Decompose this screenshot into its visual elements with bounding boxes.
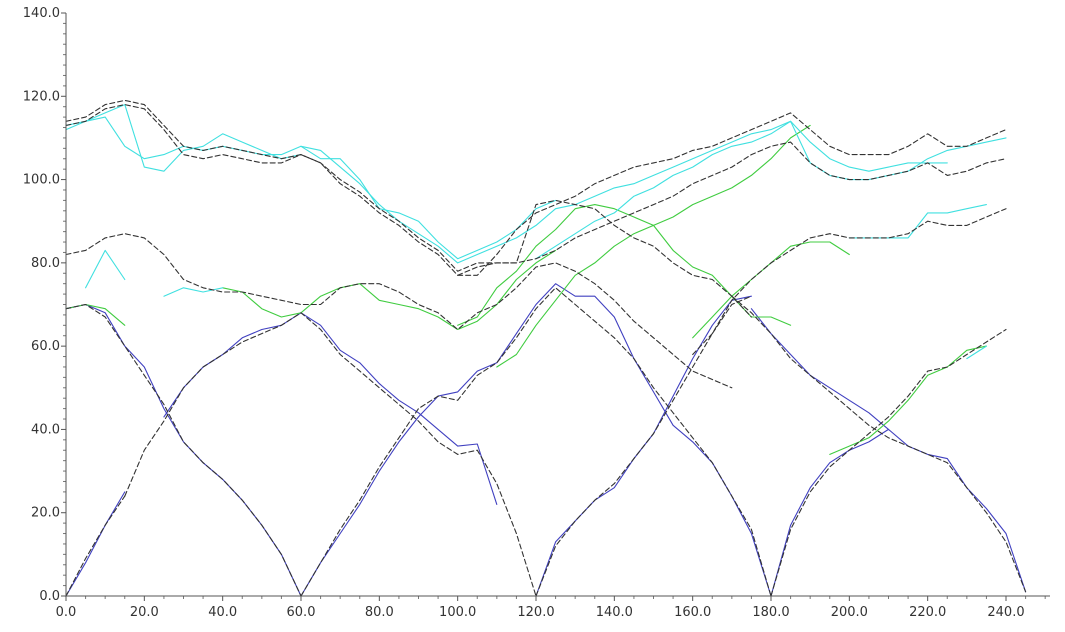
series-line-solid bbox=[65, 491, 126, 597]
series-group bbox=[65, 99, 1027, 597]
y-tick-label: 20.0 bbox=[31, 506, 60, 521]
series-line-dashed bbox=[535, 295, 752, 597]
x-tick-label: 200.0 bbox=[831, 605, 868, 620]
y-tick-label: 100.0 bbox=[23, 173, 60, 188]
series-line-solid bbox=[65, 303, 126, 326]
series-line-solid bbox=[65, 303, 302, 597]
series-line-dashed bbox=[457, 141, 1007, 276]
series-line-solid bbox=[770, 428, 890, 597]
y-tick-label: 80.0 bbox=[31, 256, 60, 271]
series-line-dashed bbox=[731, 295, 1027, 593]
x-tick-label: 60.0 bbox=[287, 605, 316, 620]
series-line-solid bbox=[692, 241, 850, 339]
series-line-dashed bbox=[692, 208, 1007, 356]
y-tick-label: 40.0 bbox=[31, 422, 60, 437]
x-tick-label: 180.0 bbox=[752, 605, 789, 620]
x-tick-label: 20.0 bbox=[130, 605, 159, 620]
series-line-solid bbox=[300, 120, 948, 264]
y-tick-label: 120.0 bbox=[23, 89, 60, 104]
series-line-solid bbox=[85, 249, 126, 289]
series-line-solid bbox=[457, 204, 792, 326]
series-line-dashed bbox=[65, 99, 752, 318]
series-line-solid bbox=[496, 124, 811, 368]
x-tick-label: 140.0 bbox=[596, 605, 633, 620]
series-line-solid bbox=[966, 345, 987, 360]
series-line-dashed bbox=[300, 287, 772, 597]
series-line-solid bbox=[535, 120, 1007, 260]
tick-labels: 0.0 20.0 40.0 60.0 80.0 100.0 120.0 140.0 0.0 20.… bbox=[23, 6, 1025, 620]
x-tick-label: 100.0 bbox=[439, 605, 476, 620]
series-line-dashed bbox=[124, 312, 537, 597]
series-line-dashed bbox=[65, 495, 126, 597]
series-line-solid bbox=[300, 283, 772, 597]
y-tick-label: 60.0 bbox=[31, 339, 60, 354]
x-tick-label: 40.0 bbox=[208, 605, 237, 620]
series-line-solid bbox=[65, 104, 302, 172]
series-line-solid bbox=[65, 116, 557, 260]
axis-ticks bbox=[61, 12, 1046, 601]
x-tick-label: 120.0 bbox=[517, 605, 554, 620]
x-tick-label: 0.0 bbox=[56, 605, 77, 620]
series-line-solid bbox=[750, 308, 1027, 593]
x-tick-label: 220.0 bbox=[909, 605, 946, 620]
x-tick-label: 80.0 bbox=[365, 605, 394, 620]
series-line-dashed bbox=[65, 303, 302, 597]
series-line-dashed bbox=[770, 328, 1007, 597]
series-line-solid bbox=[222, 249, 557, 331]
series-line-solid bbox=[163, 287, 224, 297]
series-line-dashed bbox=[65, 104, 1007, 276]
series-line-dashed bbox=[65, 233, 733, 389]
series-line-solid bbox=[829, 345, 987, 455]
x-tick-label: 160.0 bbox=[674, 605, 711, 620]
series-line-solid bbox=[848, 204, 987, 239]
x-tick-label: 240.0 bbox=[987, 605, 1024, 620]
y-tick-label: 0.0 bbox=[39, 589, 60, 604]
y-tick-label: 140.0 bbox=[23, 6, 60, 21]
